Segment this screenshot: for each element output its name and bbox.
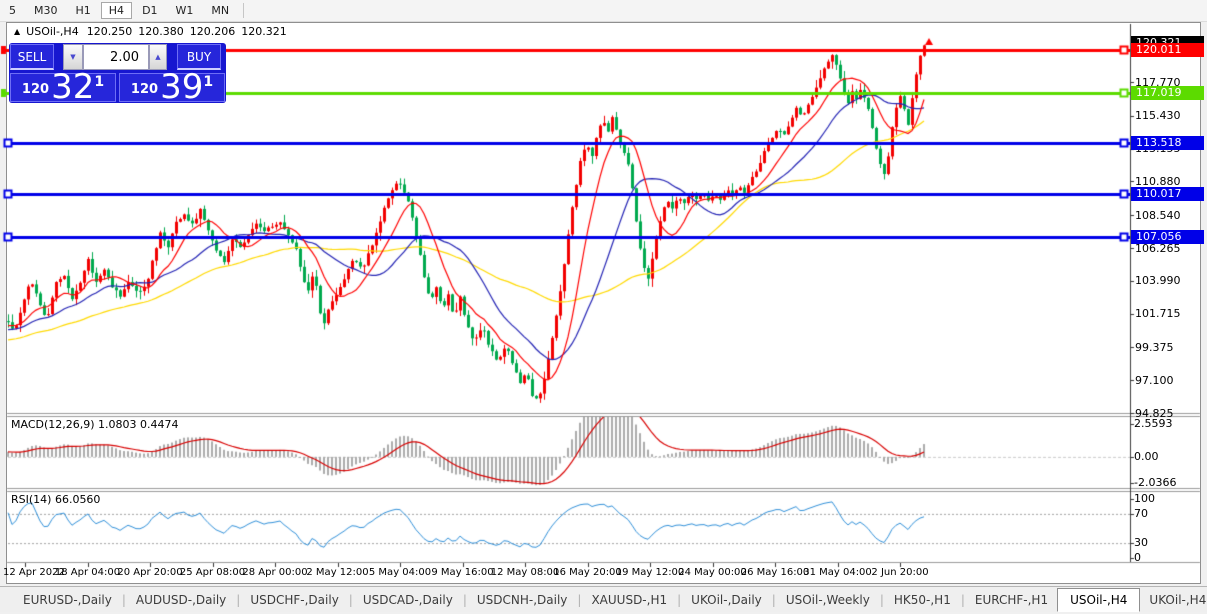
timeframe-toolbar: 5 M30 H1 H4 D1 W1 MN — [0, 0, 1207, 22]
tab-separator: | — [677, 592, 682, 607]
tab-separator: | — [462, 592, 467, 607]
tab-separator: | — [121, 592, 126, 607]
buy-price-quote[interactable]: 120 39 1 — [119, 67, 225, 107]
sell-button[interactable]: SELL — [10, 44, 54, 70]
volume-increase-button[interactable]: ▲ — [149, 44, 167, 70]
buy-price-prefix: 120 — [130, 82, 159, 97]
timeframe-button-W1[interactable]: W1 — [175, 4, 194, 17]
ohlc-open: 120.250 — [86, 25, 133, 38]
buy-price-pip: 1 — [203, 74, 214, 90]
chart-tab-bar: EURUSD-,Daily | AUDUSD-,Daily | USDCHF-,Dail… — [0, 586, 1207, 612]
tab-UKOil-H4[interactable]: UKOil-,H4 — [1149, 592, 1207, 607]
tab-EURCHF-H1[interactable]: EURCHF-,H1 — [974, 592, 1049, 607]
tab-USDCHF-Daily[interactable]: USDCHF-,Daily — [250, 592, 339, 607]
timeframe-button-H4[interactable]: H4 — [100, 2, 133, 19]
sell-price-big: 32 — [51, 67, 95, 107]
buy-button[interactable]: BUY — [177, 44, 221, 70]
timeframe-button-5[interactable]: 5 — [9, 4, 16, 17]
tab-UKOil-Daily[interactable]: UKOil-,Daily — [691, 592, 762, 607]
one-click-trading-panel: SELL ▼ ▲ BUY 120 32 1 120 39 1 — [9, 43, 226, 107]
chevron-down-icon: ▼ — [70, 53, 76, 61]
ohlc-low: 120.206 — [189, 25, 236, 38]
tab-separator: | — [577, 592, 582, 607]
tab-separator: | — [960, 592, 965, 607]
volume-input[interactable] — [83, 44, 149, 70]
tab-EURUSD-Daily[interactable]: EURUSD-,Daily — [23, 592, 112, 607]
chart-title: ▲ USOil-,H4 120.250 120.380 120.206 120.… — [14, 25, 287, 38]
chart-tabs: EURUSD-,Daily | AUDUSD-,Daily | USDCHF-,Dail… — [14, 587, 1207, 612]
buy-price-big: 39 — [160, 67, 204, 107]
symbol-name: USOil-,H4 — [26, 25, 79, 38]
tab-separator: | — [771, 592, 776, 607]
sell-price-prefix: 120 — [21, 82, 50, 97]
chevron-up-icon: ▲ — [155, 53, 161, 61]
volume-decrease-button[interactable]: ▼ — [63, 44, 83, 70]
tab-USOil-H4[interactable]: USOil-,H4 — [1057, 587, 1141, 612]
sell-price-pip: 1 — [94, 74, 105, 90]
tab-separator: | — [236, 592, 241, 607]
ohlc-close: 120.321 — [241, 25, 287, 38]
tab-USOil-Weekly[interactable]: USOil-,Weekly — [785, 592, 870, 607]
tab-USDCAD-Daily[interactable]: USDCAD-,Daily — [362, 592, 453, 607]
rsi-indicator-label: RSI(14) 66.0560 — [11, 493, 101, 506]
timeframe-button-MN[interactable]: MN — [211, 4, 230, 17]
tab-HK50-H1[interactable]: HK50-,H1 — [893, 592, 951, 607]
tab-AUDUSD-Daily[interactable]: AUDUSD-,Daily — [135, 592, 227, 607]
timeframe-button-H1[interactable]: H1 — [75, 4, 91, 17]
collapse-triangle-icon: ▲ — [14, 27, 21, 36]
tab-separator: | — [348, 592, 353, 607]
timeframe-buttons: 5 M30 H1 H4 D1 W1 MN — [0, 2, 238, 19]
ohlc-high: 120.380 — [138, 25, 184, 38]
tab-USDCNH-Daily[interactable]: USDCNH-,Daily — [476, 592, 568, 607]
macd-indicator-label: MACD(12,26,9) 1.0803 0.4474 — [11, 418, 179, 431]
tab-separator: | — [879, 592, 884, 607]
toolbar-separator — [243, 3, 245, 18]
timeframe-button-M30[interactable]: M30 — [34, 4, 58, 17]
tab-XAUUSD-H1[interactable]: XAUUSD-,H1 — [591, 592, 668, 607]
sell-price-quote[interactable]: 120 32 1 — [10, 67, 116, 107]
timeframe-button-D1[interactable]: D1 — [142, 4, 158, 17]
